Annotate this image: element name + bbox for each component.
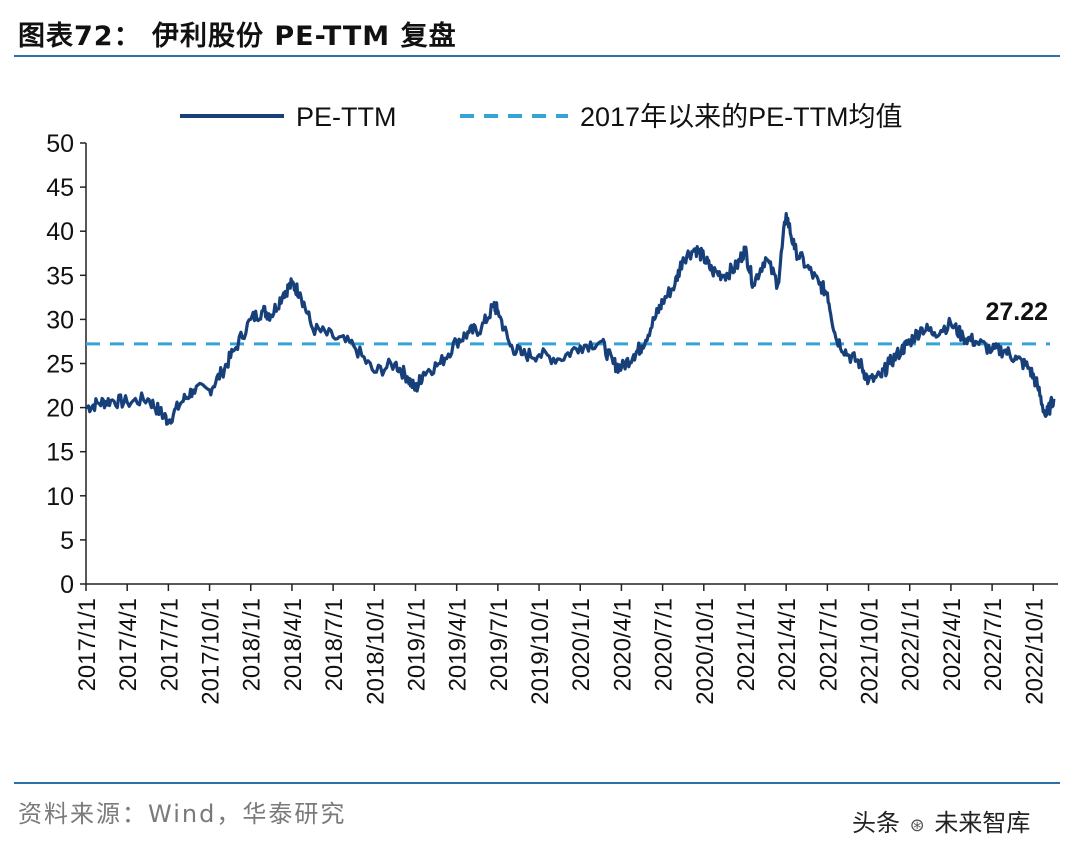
x-tick-label: 2020/7/1 bbox=[651, 598, 678, 691]
mean-value-label: 27.22 bbox=[985, 298, 1048, 326]
source-note: 资料来源：Wind，华泰研究 bbox=[18, 800, 347, 828]
x-tick-label: 2020/4/1 bbox=[609, 598, 636, 691]
x-tick-label: 2022/1/1 bbox=[898, 598, 925, 691]
watermark-suffix: 未来智库 bbox=[934, 809, 1031, 837]
y-tick-label: 15 bbox=[46, 439, 74, 467]
x-tick-label: 2022/7/1 bbox=[980, 598, 1007, 691]
y-tick-label: 10 bbox=[46, 483, 74, 511]
y-tick-label: 20 bbox=[46, 395, 74, 423]
chart-legend: PE-TTM 2017年以来的PE-TTM均值 bbox=[180, 102, 903, 132]
y-tick-label: 30 bbox=[46, 306, 74, 334]
y-tick-label: 45 bbox=[46, 174, 74, 202]
x-tick-label: 2017/4/1 bbox=[115, 598, 142, 691]
x-tick-label: 2017/1/1 bbox=[74, 598, 101, 691]
x-tick-label: 2020/10/1 bbox=[692, 598, 719, 705]
y-tick-label: 40 bbox=[46, 218, 74, 246]
wechat-icon: ⊛ bbox=[909, 815, 925, 836]
x-tick-label: 2019/4/1 bbox=[445, 598, 472, 691]
y-tick-label: 0 bbox=[60, 571, 74, 599]
x-tick-label: 2021/1/1 bbox=[733, 598, 760, 691]
x-tick-label: 2018/4/1 bbox=[280, 598, 307, 691]
footer-divider bbox=[14, 782, 1060, 784]
y-axis: 0 5 10 15 20 25 30 35 40 45 50 bbox=[46, 130, 87, 599]
x-tick-label: 2018/1/1 bbox=[239, 598, 266, 691]
y-tick-label: 5 bbox=[60, 527, 74, 555]
watermark-prefix: 头条 bbox=[852, 809, 900, 837]
chart-title: 图表72： 伊利股份 PE-TTM 复盘 bbox=[18, 21, 457, 52]
y-tick-label: 25 bbox=[46, 351, 74, 379]
x-tick-label: 2019/10/1 bbox=[527, 598, 554, 705]
y-tick-label: 50 bbox=[46, 130, 74, 158]
legend-label-mean: 2017年以来的PE-TTM均值 bbox=[580, 102, 903, 132]
x-tick-label: 2022/10/1 bbox=[1021, 598, 1048, 705]
x-tick-label: 2018/7/1 bbox=[321, 598, 348, 691]
y-tick-label: 35 bbox=[46, 262, 74, 290]
x-tick-label: 2017/10/1 bbox=[198, 598, 225, 705]
title-divider bbox=[14, 55, 1060, 57]
x-tick-label: 2021/7/1 bbox=[815, 598, 842, 691]
x-tick-label: 2022/4/1 bbox=[939, 598, 966, 691]
watermark: 头条 ⊛ 未来智库 bbox=[852, 803, 1030, 838]
x-tick-label: 2020/1/1 bbox=[568, 598, 595, 691]
x-tick-label: 2021/10/1 bbox=[857, 598, 884, 705]
x-tick-label: 2021/4/1 bbox=[774, 598, 801, 691]
x-tick-label: 2019/7/1 bbox=[486, 598, 513, 691]
x-tick-label: 2019/1/1 bbox=[403, 598, 430, 691]
x-axis: 2017/1/1 2017/4/1 2017/7/1 2017/10/1 2018/1/… bbox=[74, 583, 1058, 705]
x-tick-label: 2017/7/1 bbox=[156, 598, 183, 691]
pe-ttm-chart: PE-TTM 2017年以来的PE-TTM均值 0 5 10 15 20 25 30 35 40… bbox=[46, 102, 1058, 705]
legend-label-pe-ttm: PE-TTM bbox=[296, 102, 397, 132]
x-tick-label: 2018/10/1 bbox=[362, 598, 389, 705]
plot-area: 27.22 bbox=[85, 212, 1056, 426]
pe-ttm-series-line bbox=[85, 212, 1056, 426]
